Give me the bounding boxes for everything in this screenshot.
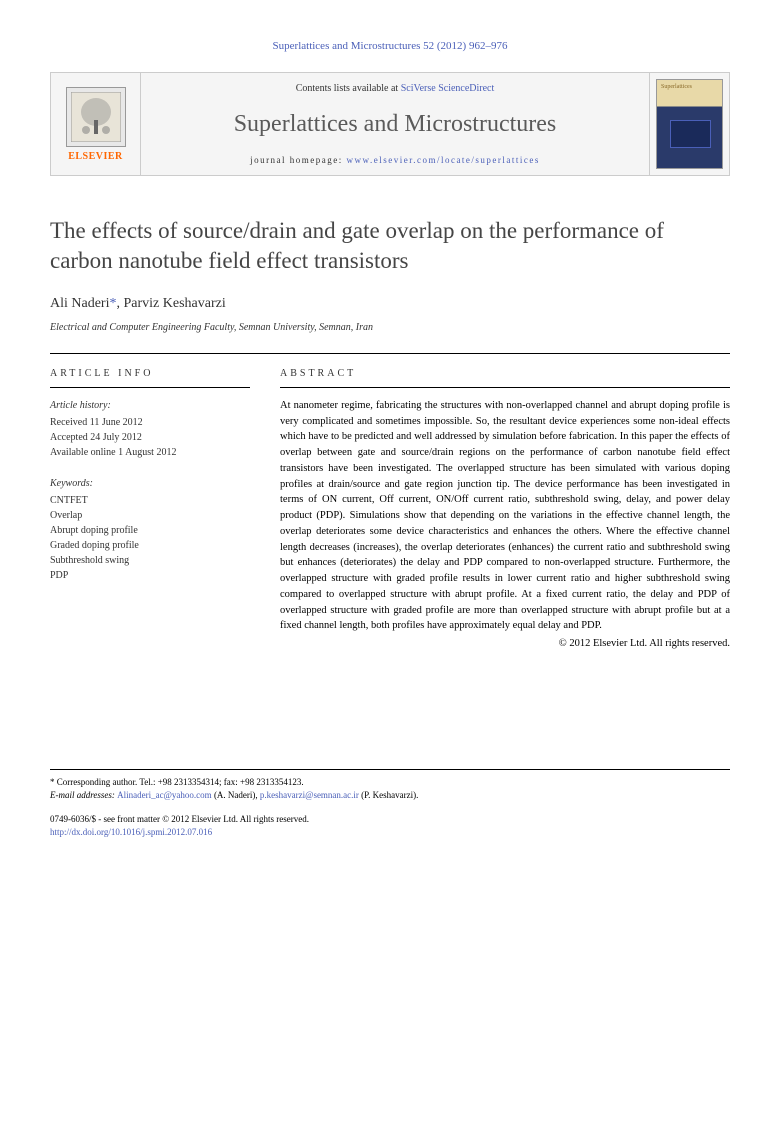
accepted-date: Accepted 24 July 2012: [50, 430, 250, 445]
keyword-item: Overlap: [50, 508, 250, 523]
email-link-1[interactable]: Alinaderi_ac@yahoo.com: [117, 790, 212, 800]
issn-line: 0749-6036/$ - see front matter © 2012 El…: [50, 813, 730, 826]
keyword-item: PDP: [50, 568, 250, 583]
cover-image: Superlattices: [656, 79, 723, 169]
authors-line: Ali Naderi*, Parviz Keshavarzi: [50, 296, 730, 312]
article-info-heading: ARTICLE INFO: [50, 356, 250, 388]
keyword-item: Abrupt doping profile: [50, 523, 250, 538]
article-history-block: Article history: Received 11 June 2012 A…: [50, 398, 250, 460]
history-label: Article history:: [50, 398, 250, 413]
header-center: Contents lists available at SciVerse Sci…: [141, 73, 649, 175]
abstract-text: At nanometer regime, fabricating the str…: [280, 398, 730, 634]
homepage-link[interactable]: www.elsevier.com/locate/superlattices: [347, 155, 540, 165]
top-divider: [50, 353, 730, 354]
doi-link[interactable]: http://dx.doi.org/10.1016/j.spmi.2012.07…: [50, 827, 212, 837]
author-2: Parviz Keshavarzi: [123, 296, 225, 311]
email-name-2: (P. Keshavarzi).: [359, 790, 418, 800]
homepage-prefix: journal homepage:: [250, 155, 346, 165]
author-1: Ali Naderi: [50, 296, 109, 311]
footer-meta: 0749-6036/$ - see front matter © 2012 El…: [50, 813, 730, 838]
abstract-column: ABSTRACT At nanometer regime, fabricatin…: [280, 356, 730, 649]
keyword-item: Graded doping profile: [50, 538, 250, 553]
journal-name: Superlattices and Microstructures: [156, 111, 634, 138]
keywords-label: Keywords:: [50, 476, 250, 491]
two-column-layout: ARTICLE INFO Article history: Received 1…: [50, 356, 730, 649]
footer-section: * Corresponding author. Tel.: +98 231335…: [50, 769, 730, 838]
contents-prefix: Contents lists available at: [296, 83, 401, 94]
journal-homepage-line: journal homepage: www.elsevier.com/locat…: [156, 155, 634, 165]
elsevier-tree-icon: [66, 87, 126, 147]
keyword-item: CNTFET: [50, 493, 250, 508]
journal-header-box: ELSEVIER Contents lists available at Sci…: [50, 72, 730, 176]
article-info-column: ARTICLE INFO Article history: Received 1…: [50, 356, 250, 649]
journal-reference: Superlattices and Microstructures 52 (20…: [50, 40, 730, 52]
contents-available-line: Contents lists available at SciVerse Sci…: [156, 83, 634, 94]
email-link-2[interactable]: p.keshavarzi@semnan.ac.ir: [260, 790, 359, 800]
copyright-line: © 2012 Elsevier Ltd. All rights reserved…: [280, 638, 730, 649]
corresponding-author-info: * Corresponding author. Tel.: +98 231335…: [50, 776, 730, 789]
journal-cover-thumbnail: Superlattices: [649, 73, 729, 175]
publisher-logo-block: ELSEVIER: [51, 73, 141, 175]
publisher-name: ELSEVIER: [68, 151, 123, 162]
abstract-heading: ABSTRACT: [280, 356, 730, 388]
affiliation: Electrical and Computer Engineering Facu…: [50, 322, 730, 333]
keywords-block: Keywords: CNTFET Overlap Abrupt doping p…: [50, 476, 250, 583]
email-line: E-mail addresses: Alinaderi_ac@yahoo.com…: [50, 789, 730, 802]
page-container: Superlattices and Microstructures 52 (20…: [0, 0, 780, 878]
article-title: The effects of source/drain and gate ove…: [50, 216, 730, 276]
received-date: Received 11 June 2012: [50, 415, 250, 430]
cover-title-text: Superlattices: [661, 84, 692, 91]
sciencedirect-link[interactable]: SciVerse ScienceDirect: [401, 83, 495, 94]
online-date: Available online 1 August 2012: [50, 445, 250, 460]
keyword-item: Subthreshold swing: [50, 553, 250, 568]
email-name-1: (A. Naderi),: [212, 790, 260, 800]
email-label: E-mail addresses:: [50, 790, 117, 800]
